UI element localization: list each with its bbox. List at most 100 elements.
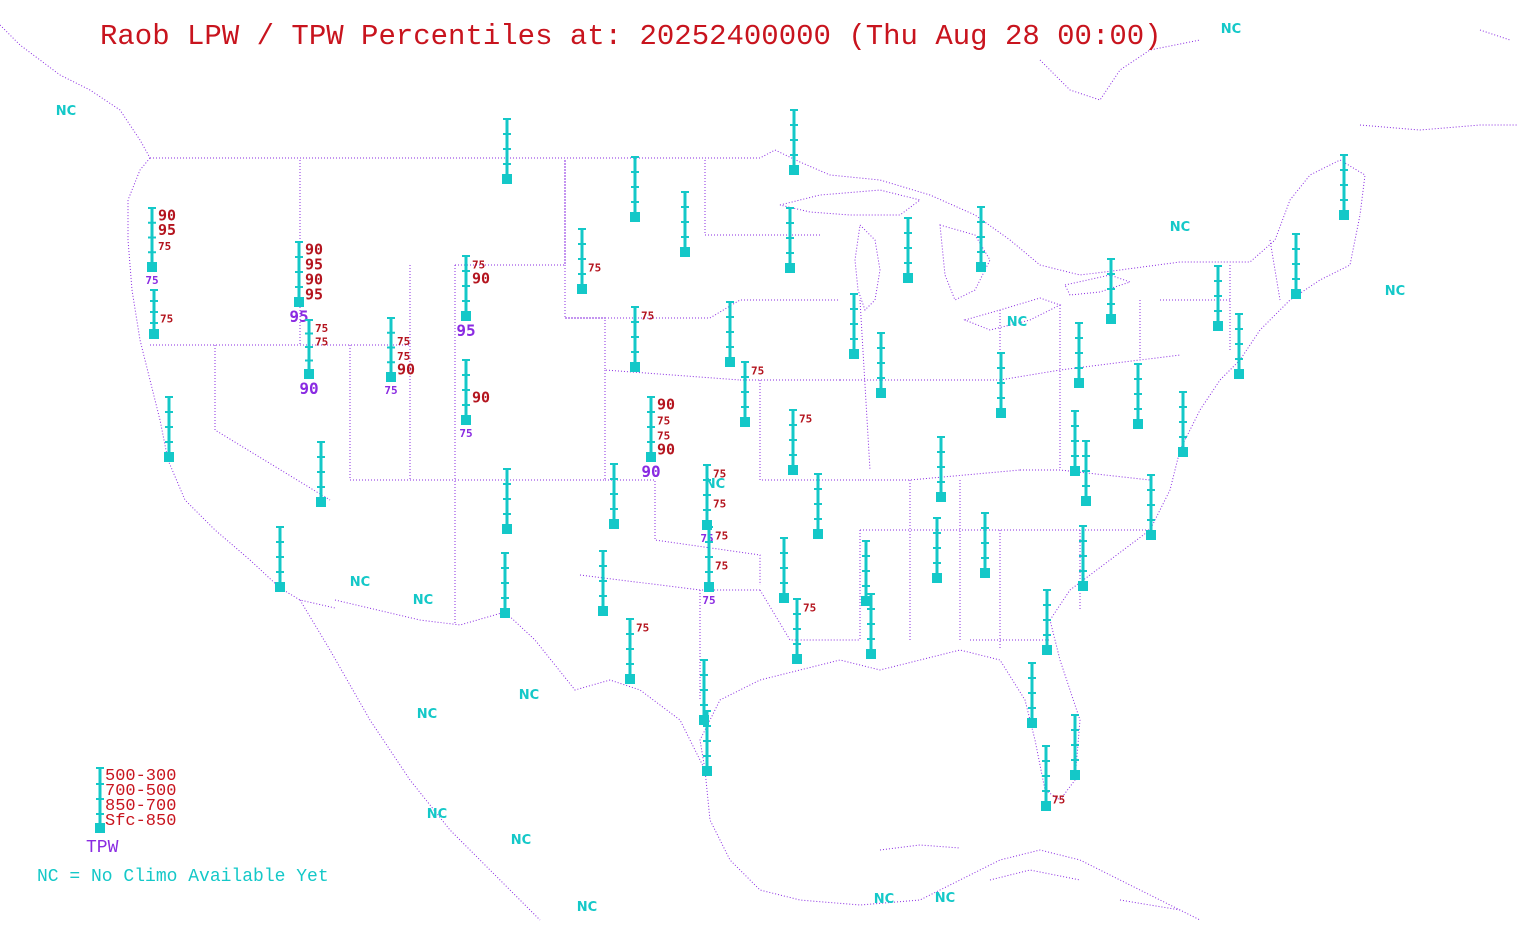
- station-marker: [789, 165, 799, 175]
- station-s20: [316, 441, 326, 507]
- station-marker: [699, 715, 709, 725]
- stations-layer: 9095757575909590959575759075759075759095…: [145, 109, 1349, 811]
- coast-west: [127, 157, 336, 609]
- station-marker: [502, 174, 512, 184]
- tpw-percentile-label: 75: [384, 384, 397, 397]
- station-s10: [630, 156, 640, 222]
- tpw-percentile-label: 75: [700, 532, 713, 545]
- legend-layer-500-300: 500-300: [105, 767, 177, 786]
- lake-ontario: [1064, 274, 1132, 296]
- station-s21: [502, 468, 512, 534]
- station-marker: [996, 408, 1006, 418]
- station-s32: [779, 537, 789, 603]
- station-s27: 75: [788, 409, 812, 475]
- coast-east: [1049, 214, 1361, 621]
- station-marker: [316, 497, 326, 507]
- tpw-percentile-label: 95: [456, 321, 475, 340]
- lpw-percentile-label: 90: [305, 241, 323, 259]
- station-marker: [788, 465, 798, 475]
- station-s68: 75: [1041, 745, 1065, 811]
- map-boundaries: [0, 24, 1517, 921]
- lpw-percentile-label: 75: [641, 310, 654, 323]
- station-marker: [932, 573, 942, 583]
- station-marker: [630, 362, 640, 372]
- station-marker: [702, 766, 712, 776]
- station-s25: [500, 552, 510, 618]
- station-marker: [461, 415, 471, 425]
- station-s7: 90 75: [459, 359, 490, 440]
- station-s19: 75: [740, 361, 764, 427]
- station-s54: [1234, 313, 1244, 379]
- station-marker: [740, 417, 750, 427]
- station-s23: [609, 463, 619, 529]
- legend-layer-850-700: 850-700: [105, 797, 177, 816]
- station-marker: [630, 212, 640, 222]
- station-marker: [1106, 314, 1116, 324]
- station-marker: [725, 357, 735, 367]
- legend-nc-note: NC = No Climo Available Yet: [37, 867, 329, 887]
- station-s33: [861, 540, 871, 606]
- station-s55: [1291, 233, 1301, 299]
- station-s51: [1070, 714, 1080, 780]
- lpw-percentile-label: 75: [1052, 794, 1065, 807]
- nc-label: NC: [427, 807, 447, 822]
- station-marker: [502, 524, 512, 534]
- station-marker: [609, 519, 619, 529]
- station-marker: [976, 262, 986, 272]
- lpw-percentile-label: 75: [713, 468, 726, 481]
- lpw-percentile-label: 95: [158, 221, 176, 239]
- station-marker: [1146, 530, 1156, 540]
- station-s49: [1042, 589, 1052, 655]
- lpw-percentile-label: 75: [397, 335, 410, 348]
- station-s48: [1078, 525, 1088, 591]
- station-s40: [980, 512, 990, 578]
- border-mexico: [334, 599, 706, 771]
- station-marker: [1078, 581, 1088, 591]
- tpw-percentile-label: 90: [641, 462, 660, 481]
- nc-label: NC: [1385, 284, 1405, 299]
- station-marker: [304, 369, 314, 379]
- lpw-percentile-label: 75: [657, 430, 670, 443]
- station-s46: [1178, 391, 1188, 457]
- lpw-percentile-label: 75: [158, 240, 171, 253]
- station-marker: [866, 649, 876, 659]
- border-canada-us: [150, 149, 1366, 276]
- station-s9: [502, 118, 512, 184]
- nc-label: NC: [577, 900, 597, 915]
- station-marker: [577, 284, 587, 294]
- station-marker: [785, 263, 795, 273]
- nc-label: NC: [56, 104, 76, 119]
- station-s43: [1081, 440, 1091, 506]
- station-marker: [876, 388, 886, 398]
- lake-huron: [939, 224, 991, 301]
- coast-mexico-gulf: [704, 769, 1201, 921]
- station-s34: [866, 593, 876, 659]
- station-s28: [813, 473, 823, 539]
- tpw-percentile-label: 75: [459, 427, 472, 440]
- station-marker: [164, 452, 174, 462]
- station-marker: [792, 654, 802, 664]
- station-s59: [275, 526, 285, 592]
- station-marker: [1074, 378, 1084, 388]
- station-marker: [149, 329, 159, 339]
- legend-layer-sfc-850: Sfc-850: [105, 812, 177, 831]
- station-s17: [725, 301, 735, 367]
- lpw-percentile-label: 75: [315, 322, 328, 335]
- station-marker: [1042, 645, 1052, 655]
- station-marker: [1339, 210, 1349, 220]
- nc-label: NC: [350, 575, 370, 590]
- station-marker: [1070, 466, 1080, 476]
- station-s50: [1027, 662, 1037, 728]
- lpw-percentile-label: 75: [657, 415, 670, 428]
- legend-stem-icon: [95, 767, 105, 833]
- station-marker: [861, 596, 871, 606]
- coast-gulf: [699, 619, 1081, 801]
- station-s35: [903, 217, 913, 283]
- lpw-percentile-label: 75: [588, 262, 601, 275]
- station-s24: [598, 550, 608, 616]
- station-s14: [785, 207, 795, 273]
